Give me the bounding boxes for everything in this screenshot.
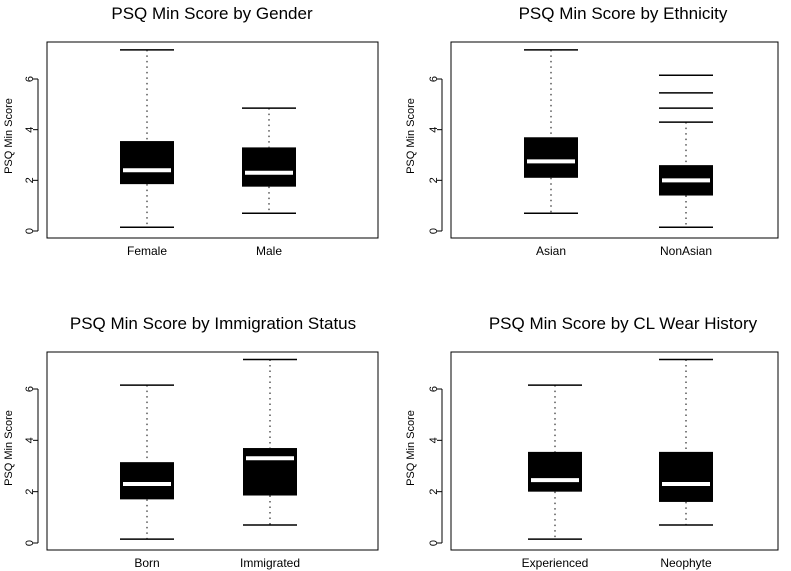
category-label: Immigrated [240, 556, 300, 570]
y-tick-label: 0 [24, 228, 36, 234]
y-tick-label: 2 [428, 489, 440, 495]
y-axis-label: PSQ Min Score [405, 410, 417, 486]
y-tick-label: 6 [428, 76, 440, 82]
plot-frame [450, 41, 779, 239]
category-label: Male [256, 244, 282, 258]
box-iqr [242, 147, 296, 187]
y-tick-label: 0 [24, 540, 36, 546]
plot-frame [450, 351, 779, 551]
chart-panel-immigration: PSQ Min Score by Immigration Status PSQ … [0, 286, 395, 571]
box-iqr [524, 137, 578, 178]
y-axis-label: PSQ Min Score [3, 410, 15, 486]
category-label: Asian [536, 244, 566, 258]
chart-panel-gender: PSQ Min Score by Gender PSQ Min Score 0 2… [0, 0, 395, 285]
category-label: NonAsian [660, 244, 712, 258]
plot-frame [46, 41, 379, 239]
y-tick-label: 4 [428, 437, 440, 443]
chart-panel-cl-wear: PSQ Min Score by CL Wear History PSQ Min… [396, 286, 791, 571]
category-label: Experienced [522, 556, 589, 570]
box-iqr [659, 451, 713, 502]
y-tick-label: 4 [428, 127, 440, 133]
chart-panel-ethnicity: PSQ Min Score by Ethnicity PSQ Min Score… [396, 0, 791, 285]
boxplot-immigration: PSQ Min Score by Immigration Status PSQ … [3, 314, 379, 570]
y-tick-label: 6 [24, 386, 36, 392]
y-tick-label: 6 [428, 386, 440, 392]
chart-title: PSQ Min Score by Immigration Status [70, 314, 356, 333]
plot-frame [46, 351, 379, 551]
y-tick-label: 4 [24, 437, 36, 443]
chart-title: PSQ Min Score by CL Wear History [489, 314, 758, 333]
y-tick-label: 6 [24, 76, 36, 82]
y-tick-label: 0 [428, 228, 440, 234]
boxplot-ethnicity: PSQ Min Score by Ethnicity PSQ Min Score… [405, 4, 779, 258]
boxplot-cl-wear: PSQ Min Score by CL Wear History PSQ Min… [405, 314, 779, 570]
category-label: Neophyte [660, 556, 712, 570]
y-tick-label: 4 [24, 127, 36, 133]
box-iqr [243, 448, 297, 496]
y-axis-label: PSQ Min Score [405, 98, 417, 174]
boxplot-gender: PSQ Min Score by Gender PSQ Min Score 0 2… [3, 4, 379, 258]
box-iqr [528, 451, 582, 492]
y-axis-label: PSQ Min Score [3, 98, 15, 174]
y-tick-label: 2 [428, 177, 440, 183]
y-tick-label: 0 [428, 540, 440, 546]
chart-title: PSQ Min Score by Gender [111, 4, 313, 23]
category-label: Female [127, 244, 167, 258]
y-tick-label: 2 [24, 177, 36, 183]
box-iqr [120, 141, 174, 185]
y-tick-label: 2 [24, 489, 36, 495]
chart-title: PSQ Min Score by Ethnicity [519, 4, 728, 23]
box-iqr [120, 462, 174, 500]
category-label: Born [134, 556, 159, 570]
